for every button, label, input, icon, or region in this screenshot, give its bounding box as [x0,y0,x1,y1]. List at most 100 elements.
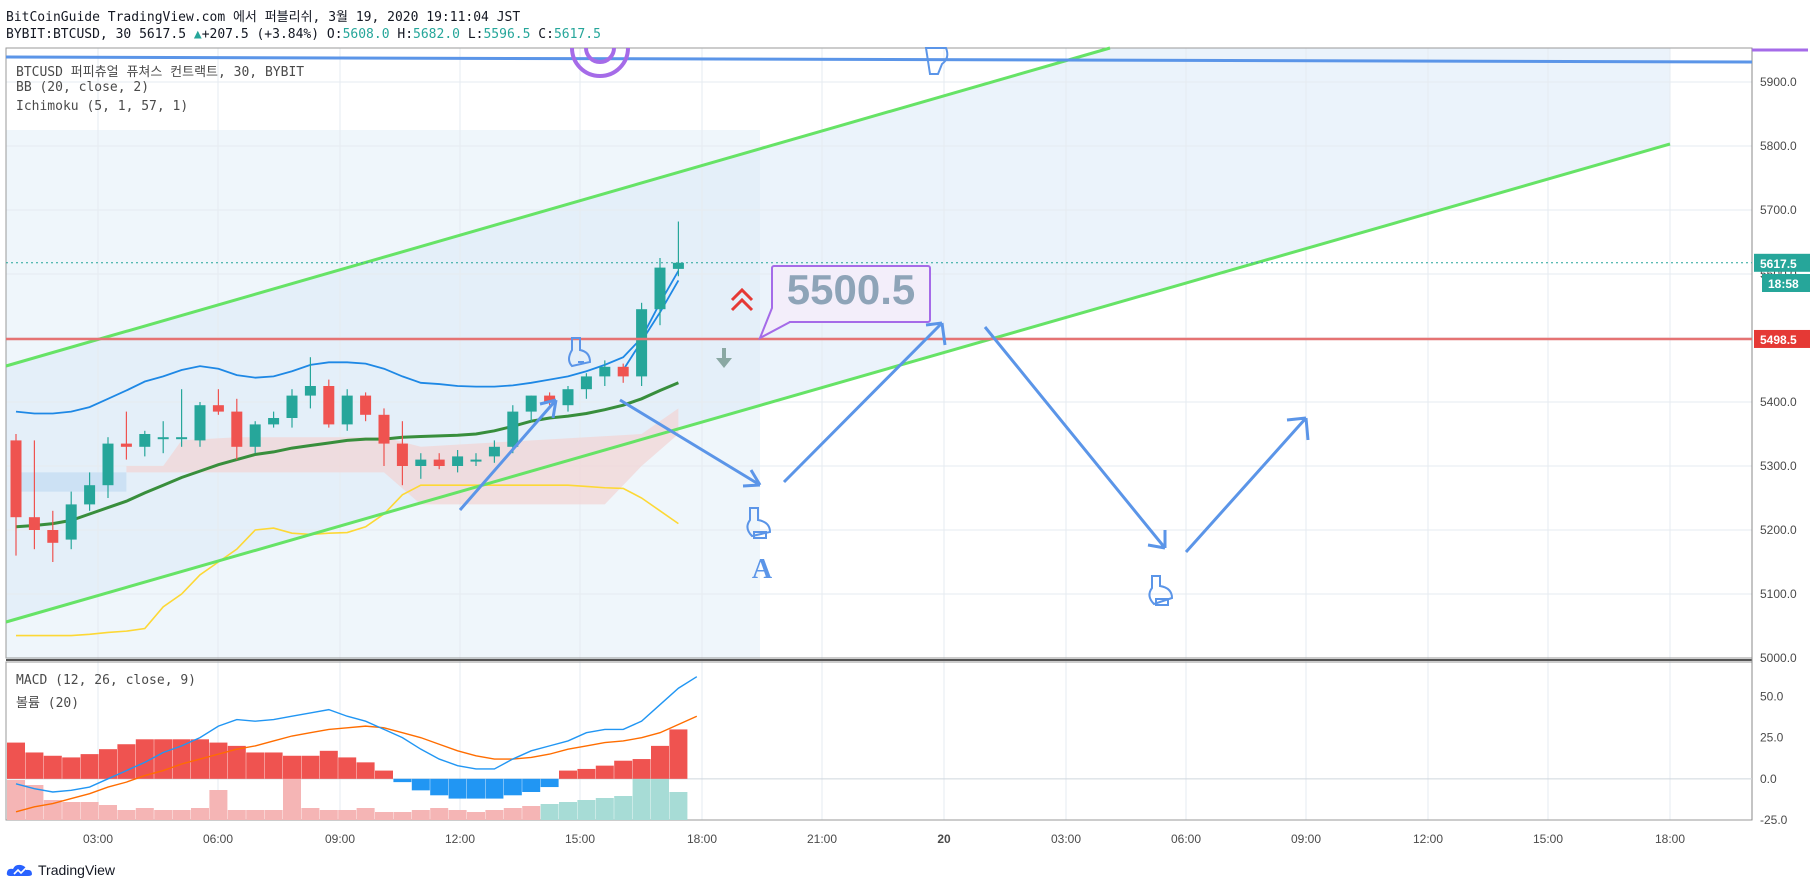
candle-body [580,376,592,390]
arrow-up-1[interactable] [458,398,558,511]
candle-body [562,389,574,406]
macd-pane[interactable] [6,662,1752,820]
candle-body [268,418,280,425]
symbol-label: BYBIT:BTCUSD, 30 [6,27,132,42]
time-tick-label: 03:00 [83,832,113,846]
macd-line [15,676,698,793]
close-label: C: [538,27,554,42]
time-tick-label: 03:00 [1051,832,1081,846]
candle-body [617,366,629,377]
macd-histogram-bar [540,778,559,788]
brand-name: TradingView [38,862,116,878]
volume-bar [99,805,117,820]
price-tick-label: 5700.0 [1760,203,1797,217]
volume-bar [614,796,633,820]
macd-histogram-bar [209,742,228,779]
channel-upper-line[interactable] [5,46,1111,368]
volume-bar [283,775,301,820]
price-tick-label: 5400.0 [1760,395,1797,409]
candle-body [102,443,114,486]
volume-bar [172,810,191,820]
candles [10,221,684,562]
time-tick-label: 20 [937,832,951,846]
volume-bar [191,808,209,820]
ohlc-header: BYBIT:BTCUSD, 30 5617.5 ▲+207.5 (+3.84%)… [6,27,601,42]
legend-macd[interactable]: MACD (12, 26, close, 9) [16,673,197,688]
macd-tick-label: -25.0 [1760,813,1788,827]
channel-lower-line[interactable] [5,142,1671,624]
macd-histogram-bar [283,755,301,779]
time-axis[interactable]: 03:00 06:00 09:00 12:00 15:00 18:00 21:00 20 03:… [83,832,1685,846]
tradingview-logo[interactable]: TradingView [6,862,115,878]
hand-pointer-icon [746,507,772,539]
candle-body [544,395,556,402]
price-axis[interactable]: 5900.05800.05700.05600.05500.05400.05300… [1760,75,1797,665]
high-label: H: [397,27,414,42]
volume-bar [375,812,393,820]
candle-body [249,424,261,447]
volume-bar [411,810,430,820]
legend-volume[interactable]: 볼륨 (20) [16,696,80,711]
candle-body [360,395,372,415]
macd-axis[interactable]: 50.0 25.0 0.0 -25.0 [1760,689,1788,827]
hand-pointer-icons [568,47,1174,606]
time-tick-label: 12:00 [1413,832,1443,846]
macd-histogram-bar [117,744,136,779]
arrow-up-2[interactable] [782,321,947,484]
macd-histogram-bar [651,745,669,779]
time-tick-label: 06:00 [1171,832,1201,846]
macd-histogram-bar [522,778,541,792]
arrow-down-2[interactable] [983,326,1167,550]
candle-body [47,530,59,543]
change-up-icon: ▲ [193,27,202,42]
volume-bar [430,808,449,820]
volume-bar [577,800,596,820]
candle-body [194,405,206,441]
candle-body [378,414,390,444]
candle-body [65,504,77,540]
macd-histogram-bar [411,778,430,791]
volume-bar [448,810,467,820]
volume-bar [595,798,614,820]
svg-text:5498.5: 5498.5 [1760,333,1797,347]
macd-histogram-bar [338,757,357,779]
macd-histogram-bar [669,729,688,779]
macd-histogram-bar [264,752,283,779]
price-callout[interactable]: 5500.5 [758,265,931,341]
top-trend-line[interactable] [5,55,1753,64]
macd-histogram-bar [503,778,522,796]
candle-body [212,405,224,412]
candle-body [452,456,464,466]
time-tick-label: 21:00 [807,832,837,846]
publish-info: BitCoinGuide TradingView.com 에서 퍼블리쉬, 3월… [6,10,521,25]
macd-histogram-bar [7,742,25,779]
volume-bar [209,790,228,820]
open-value: 5608.0 [342,27,390,42]
candle-body [672,262,684,269]
price-tick-label: 5000.0 [1760,651,1797,665]
macd-histogram-bar [319,750,338,779]
arrow-up-3[interactable] [1184,416,1310,554]
forecast-arrows[interactable] [458,321,1310,554]
macd-histogram-bar [632,759,651,779]
price-tick-label: 5300.0 [1760,459,1797,473]
macd-tick-label: 50.0 [1760,689,1784,703]
legend-bb[interactable]: BB (20, close, 2) [16,80,150,95]
last-price-tag: 5617.5 [1754,253,1810,272]
arrow-down-1[interactable] [619,398,762,488]
bb-basis-line [15,381,679,529]
time-tick-label: 18:00 [687,832,717,846]
macd-histogram-bar [227,745,246,779]
macd-histogram-bar [614,760,633,779]
double-chevron-up-icon [730,287,754,312]
candle-body [304,386,316,396]
volume-bar [301,808,320,820]
macd-histogram-bar [301,755,320,779]
candle-body [28,517,40,530]
legend-ichimoku[interactable]: Ichimoku (5, 1, 57, 1) [16,99,189,114]
candle-body [157,437,169,440]
target-circle-icon [570,47,630,78]
legend-main[interactable]: BTCUSD 퍼피츄얼 퓨쳐스 컨트랙트, 30, BYBIT [16,65,305,80]
volume-bar [154,810,173,820]
